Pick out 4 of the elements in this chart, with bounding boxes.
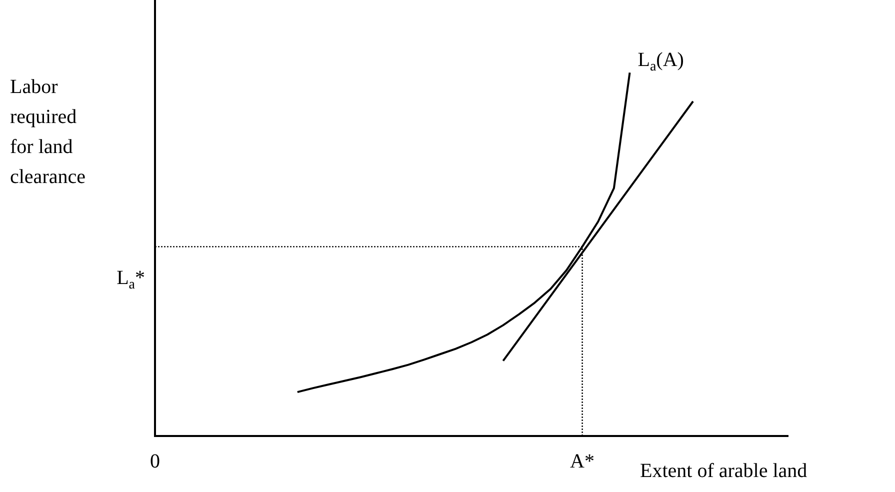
- x-axis-title: Extent of arable land: [640, 460, 808, 483]
- x-tick-label: A*: [570, 450, 594, 472]
- y-axis-title: Labor required for land clearance: [10, 75, 86, 190]
- x-tick-label: 0: [150, 450, 160, 472]
